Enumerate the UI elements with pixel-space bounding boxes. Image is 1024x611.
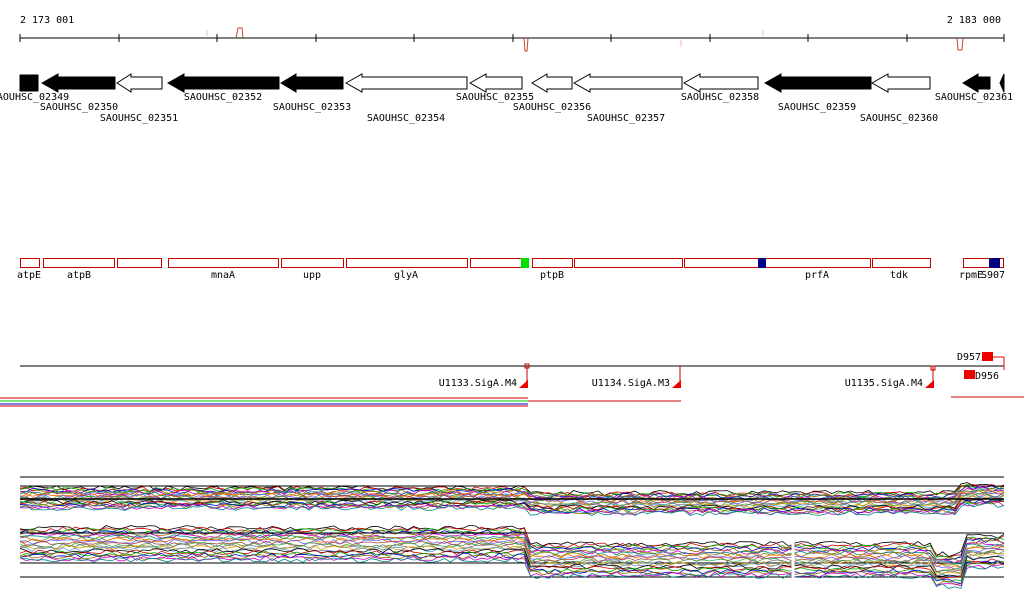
promoter[interactable]: U1133.SigA.M4 — [439, 363, 530, 389]
gene-label: SAOUHSC_02360 — [860, 113, 938, 124]
gene-arrow[interactable] — [19, 74, 39, 92]
expression-plot — [19, 476, 1005, 589]
profile-line — [19, 535, 1005, 568]
gene-name: prfA — [805, 270, 829, 281]
profile-line — [19, 501, 1005, 515]
marker-navy — [989, 258, 1000, 268]
profile-line — [19, 497, 1005, 511]
gene-label: SAOUHSC_02351 — [100, 113, 178, 124]
gene-name: atpB — [67, 270, 91, 281]
marker-navy — [758, 258, 766, 268]
profile-line — [19, 537, 1005, 569]
profile-line — [19, 526, 1005, 558]
gene-box[interactable] — [532, 258, 573, 268]
ruler-end-label: 2 183 000 — [947, 15, 1001, 26]
gene-label: SAOUHSC_02361 — [935, 92, 1013, 103]
profile-line — [19, 541, 1005, 573]
ruler-start-label: 2 173 001 — [20, 15, 74, 26]
gene-box[interactable] — [117, 258, 162, 268]
profile-line — [19, 484, 1005, 498]
gene-arrow[interactable] — [166, 73, 280, 93]
gene-arrow[interactable] — [572, 73, 683, 93]
gene-name: ptpB — [540, 270, 564, 281]
profile-line — [19, 532, 1005, 564]
feature-label: D957 — [957, 352, 981, 363]
gene-arrow[interactable] — [531, 73, 573, 93]
gene-arrow[interactable] — [116, 73, 163, 93]
gene-name: tdk — [890, 270, 908, 281]
gene-box[interactable] — [574, 258, 683, 268]
profile-line — [19, 552, 1005, 584]
gene-label: SAOUHSC_02358 — [681, 92, 759, 103]
gene-label: SAOUHSC_02349 — [0, 92, 69, 103]
profile-line — [19, 485, 1005, 499]
gene-label: SAOUHSC_02350 — [40, 102, 118, 113]
profile-line — [19, 500, 1005, 515]
gene-name-track: atpE atpB mnaA upp glyA ptpB prfA tdk rp… — [17, 258, 1005, 281]
profile-line — [19, 495, 1005, 510]
feature-track: D957 D956 U1133.SigA.M4 U1134.SigA.M3 U1… — [20, 352, 1005, 389]
ruler-ticks — [19, 34, 1005, 42]
gene-arrow[interactable] — [40, 73, 116, 93]
gene-name: rpmE — [959, 270, 983, 281]
profile-line — [19, 538, 1005, 570]
gene-label: SAOUHSC_02356 — [513, 102, 591, 113]
profile-line — [19, 540, 1005, 573]
gene-label: SAOUHSC_02353 — [273, 102, 351, 113]
gene-arrow[interactable] — [344, 73, 468, 93]
transcript-lines — [0, 396, 1024, 407]
profile-line — [19, 548, 1005, 578]
gene-box[interactable] — [872, 258, 931, 268]
feature-block[interactable] — [964, 370, 975, 379]
gene-arrow[interactable] — [682, 73, 759, 93]
promoter-label: U1135.SigA.M4 — [845, 378, 923, 389]
gene-arrow[interactable] — [962, 73, 991, 93]
gene-track: SAOUHSC_02349 SAOUHSC_02350 SAOUHSC_0235… — [0, 73, 1013, 124]
gene-arrow[interactable] — [280, 73, 344, 93]
gene-name: glyA — [394, 270, 418, 281]
gene-box[interactable] — [684, 258, 871, 268]
gene-arrow[interactable] — [870, 73, 931, 93]
gene-arrow[interactable] — [999, 73, 1005, 93]
feature-label: D956 — [975, 371, 999, 382]
gene-arrow[interactable] — [468, 73, 523, 93]
lower-profile-lines — [19, 525, 1005, 589]
gene-label: SAOUHSC_02355 — [456, 92, 534, 103]
gene-label: SAOUHSC_02352 — [184, 92, 262, 103]
gene-name: mnaA — [211, 270, 235, 281]
gene-name: upp — [303, 270, 321, 281]
profile-line — [19, 525, 1005, 558]
coordinate-ruler: 2 173 001 2 183 000 — [19, 15, 1005, 52]
profile-line — [19, 550, 1005, 583]
gene-box[interactable] — [470, 258, 529, 268]
gene-box[interactable] — [43, 258, 115, 268]
profile-line — [19, 482, 1005, 496]
gene-box[interactable] — [963, 258, 1004, 268]
gene-arrow[interactable] — [763, 73, 872, 93]
promoter-label: U1134.SigA.M3 — [592, 378, 670, 389]
gene-box[interactable] — [281, 258, 344, 268]
gene-label: SAOUHSC_02357 — [587, 113, 665, 124]
ruler-coverage-marks — [206, 27, 964, 52]
profile-line — [19, 528, 1005, 560]
feature-block[interactable] — [982, 352, 993, 361]
promoter-label: U1133.SigA.M4 — [439, 378, 517, 389]
marker-green — [521, 258, 529, 268]
profile-line — [19, 557, 1005, 589]
gene-name: atpE — [17, 270, 41, 281]
gene-box[interactable] — [346, 258, 468, 268]
profile-line — [19, 502, 1005, 516]
profile-line — [19, 490, 1005, 503]
gene-box[interactable] — [168, 258, 279, 268]
gene-name: S907 — [981, 270, 1005, 281]
gene-label: SAOUHSC_02354 — [367, 113, 445, 124]
promoter[interactable]: U1134.SigA.M3 — [592, 366, 681, 389]
gene-box[interactable] — [20, 258, 40, 268]
gene-label: SAOUHSC_02359 — [778, 102, 856, 113]
promoter[interactable]: U1135.SigA.M4 — [845, 365, 936, 389]
